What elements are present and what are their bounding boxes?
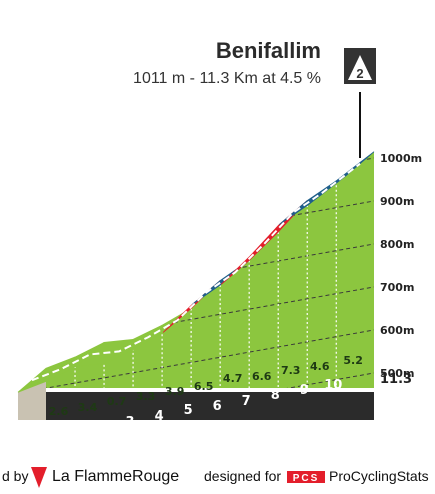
mountain-icon: [348, 55, 372, 80]
category-number: 2: [356, 66, 363, 81]
km-label: 2: [97, 420, 106, 435]
pcs-badge-text: PCS: [293, 473, 320, 484]
footer-site[interactable]: ProCyclingStats: [329, 468, 429, 484]
gradient-label: 3.3: [136, 390, 156, 403]
km-label: 7: [242, 394, 251, 409]
gradient-label: 2.6: [49, 405, 69, 418]
km-label: 3: [126, 415, 135, 430]
elevation-tick-label: 1000m: [380, 152, 422, 165]
finish-distance-label: 11.3: [380, 372, 412, 387]
km-label: 6: [213, 399, 222, 414]
km-label: 8: [271, 388, 280, 403]
gradient-label: 3.4: [78, 401, 98, 414]
gradient-label: 7.3: [281, 364, 301, 377]
km-label: 10: [324, 378, 342, 393]
pcs-logo-icon: [287, 471, 325, 483]
road-centre-line: [31, 162, 361, 382]
km-label: 5: [184, 403, 193, 418]
elevation-tick-label: 800m: [380, 238, 414, 251]
km-label: 1: [68, 426, 77, 441]
gradient-label: 4.6: [310, 360, 330, 373]
elevation-tick-label: 600m: [380, 324, 414, 337]
km-label: 4: [155, 409, 164, 424]
gradient-label: 3.9: [165, 385, 185, 398]
climb-subtitle: 1011 m - 11.3 Km at 4.5 %: [133, 70, 321, 87]
elevation-tick-label: 700m: [380, 281, 414, 294]
elevation-tick-label: 500m: [380, 367, 414, 380]
footer-credit-prefix: d by: [2, 468, 29, 484]
gradient-label: 4.7: [223, 372, 243, 385]
profile-base-band: [18, 392, 374, 420]
footer-designed-for: designed for: [204, 468, 282, 484]
elevation-tick-label: 900m: [380, 195, 414, 208]
elevation-gridline: [46, 329, 374, 388]
gradient-label: 0.7: [107, 395, 127, 408]
gradient-label: 5.2: [343, 354, 363, 367]
km-label: 9: [300, 383, 309, 398]
flag-logo-icon: [31, 467, 47, 488]
gradient-label: 6.6: [252, 370, 272, 383]
gradient-label: 6.5: [194, 380, 214, 393]
climb-title: Benifallim: [215, 38, 321, 63]
footer-brand[interactable]: La FlammeRouge: [52, 468, 180, 485]
